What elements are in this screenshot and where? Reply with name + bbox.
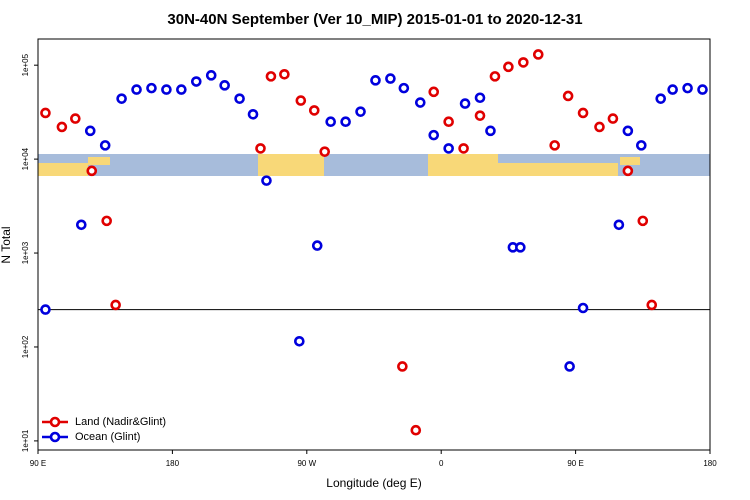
point	[622, 165, 634, 177]
point	[655, 93, 667, 104]
x-tick-label: 180	[166, 459, 180, 468]
point	[385, 73, 396, 84]
point	[308, 105, 320, 116]
point	[428, 129, 440, 141]
point	[697, 84, 708, 95]
point	[398, 82, 410, 94]
point	[518, 57, 529, 68]
point	[667, 84, 678, 95]
point	[443, 143, 454, 154]
point	[613, 219, 625, 231]
point	[234, 93, 245, 104]
legend-marker	[49, 416, 61, 428]
point	[594, 121, 605, 133]
point	[370, 75, 381, 86]
point	[355, 106, 366, 117]
point	[532, 49, 544, 60]
point	[458, 143, 469, 154]
point	[110, 299, 121, 311]
point	[56, 121, 68, 133]
legend-label: Ocean (Glint)	[75, 431, 140, 443]
y-tick-label: 1e+02	[21, 335, 30, 358]
point	[562, 90, 574, 102]
point	[637, 215, 649, 227]
point	[459, 98, 471, 109]
point	[515, 242, 526, 253]
point	[40, 107, 51, 119]
point	[636, 140, 647, 151]
point	[99, 140, 111, 151]
point	[161, 84, 172, 95]
point	[474, 110, 486, 121]
y-tick-label: 1e+04	[21, 147, 30, 170]
point	[76, 219, 87, 231]
point	[247, 108, 259, 120]
point	[146, 82, 157, 94]
point	[577, 107, 589, 119]
point	[86, 165, 98, 177]
plot-frame	[37, 38, 711, 451]
y-tick-label: 1e+01	[21, 429, 30, 452]
chart-title: 30N-40N September (Ver 10_MIP) 2015-01-0…	[167, 11, 582, 28]
point	[622, 125, 634, 137]
point	[40, 304, 51, 315]
y-tick-label: 1e+05	[21, 53, 30, 76]
point	[325, 116, 336, 128]
point	[131, 84, 142, 95]
x-tick-label: 180	[703, 459, 717, 468]
point	[70, 113, 81, 124]
point	[219, 80, 230, 91]
point	[116, 93, 127, 104]
legend-marker	[49, 431, 61, 443]
point	[682, 82, 693, 94]
x-tick-label: 0	[439, 459, 444, 468]
point	[176, 84, 187, 95]
map-strip	[38, 154, 710, 176]
point	[295, 95, 307, 106]
point	[279, 68, 290, 80]
y-tick-label: 1e+03	[21, 241, 30, 264]
point	[549, 140, 560, 151]
point	[414, 97, 426, 108]
point	[255, 143, 266, 154]
point	[340, 116, 351, 128]
point	[646, 299, 658, 311]
x-tick-label: 90 E	[30, 459, 46, 468]
point	[265, 71, 277, 82]
point	[443, 116, 454, 128]
point	[428, 86, 440, 98]
point	[261, 175, 272, 186]
point	[311, 240, 323, 251]
point	[101, 215, 112, 227]
point	[607, 113, 619, 124]
x-tick-label: 90 E	[567, 459, 583, 468]
point	[319, 146, 331, 157]
point	[84, 125, 96, 137]
point	[410, 424, 422, 436]
point	[503, 61, 514, 73]
legend-label: Land (Nadir&Glint)	[75, 416, 166, 428]
x-tick-label: 90 W	[297, 459, 316, 468]
x-axis-label: Longitude (deg E)	[326, 476, 421, 490]
point	[397, 361, 408, 372]
point	[564, 361, 575, 372]
point	[489, 71, 501, 82]
point	[474, 92, 486, 104]
point	[485, 125, 496, 137]
point	[294, 335, 305, 347]
point	[190, 76, 202, 87]
point	[577, 302, 589, 314]
y-axis-label: N Total	[0, 226, 13, 263]
point	[205, 70, 217, 81]
